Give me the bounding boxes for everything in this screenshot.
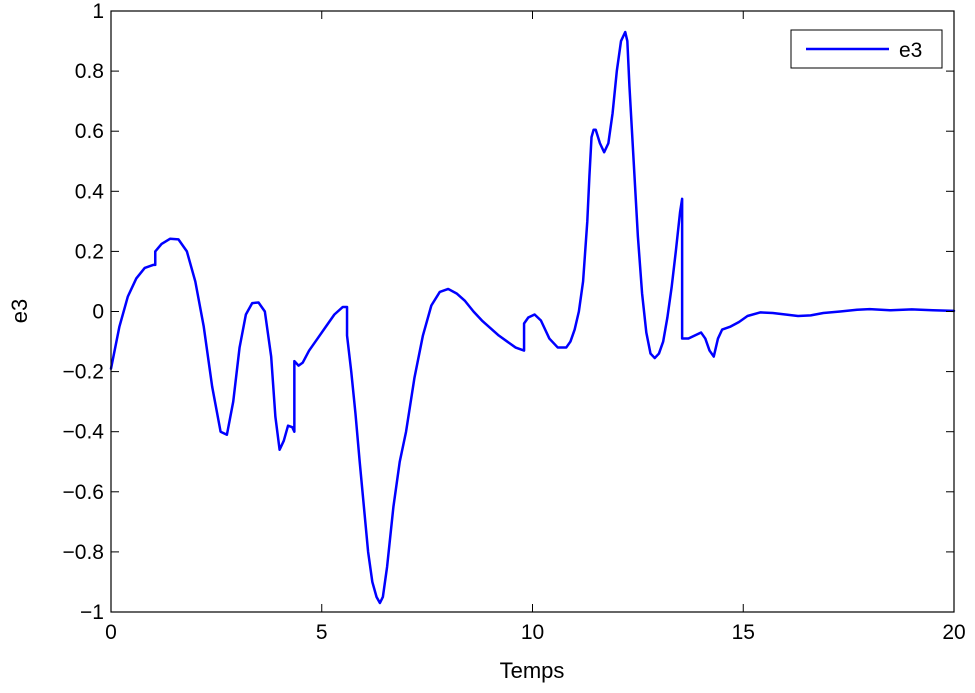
y-tick-label: 0.8 (75, 60, 104, 83)
x-tick-label: 15 (732, 621, 755, 644)
series-line-e3 (109, 30, 956, 605)
y-tick-label: 0.2 (75, 240, 104, 263)
y-tick-label: −0.8 (63, 541, 104, 564)
plot-area (111, 11, 954, 612)
y-tick-label: −0.2 (63, 361, 104, 384)
series-layer (109, 30, 956, 605)
legend: e3 (790, 29, 943, 69)
x-tick-label: 20 (942, 621, 965, 644)
legend-label: e3 (899, 39, 922, 62)
y-tick-label: 0 (92, 301, 104, 324)
y-tick-label: 1 (92, 0, 104, 23)
x-tick-label: 0 (105, 621, 117, 644)
ticks-layer (110, 10, 955, 613)
y-tick-label: −0.6 (63, 481, 104, 504)
x-axis-label: Temps (500, 658, 565, 683)
y-axis-label: e3 (7, 299, 32, 323)
y-tick-label: 0.6 (75, 120, 104, 143)
y-tick-label: 0.4 (75, 180, 105, 203)
y-tick-label: −1 (80, 601, 104, 624)
x-tick-label: 10 (521, 621, 544, 644)
tick-labels-layer: 0 5 10 15 20 −1 −0.8 −0.6 −0.4 −0.2 0 0.2 0.4 0.6 0.8 1 (63, 0, 966, 644)
x-tick-label: 5 (316, 621, 328, 644)
y-tick-label: −0.4 (63, 421, 105, 444)
